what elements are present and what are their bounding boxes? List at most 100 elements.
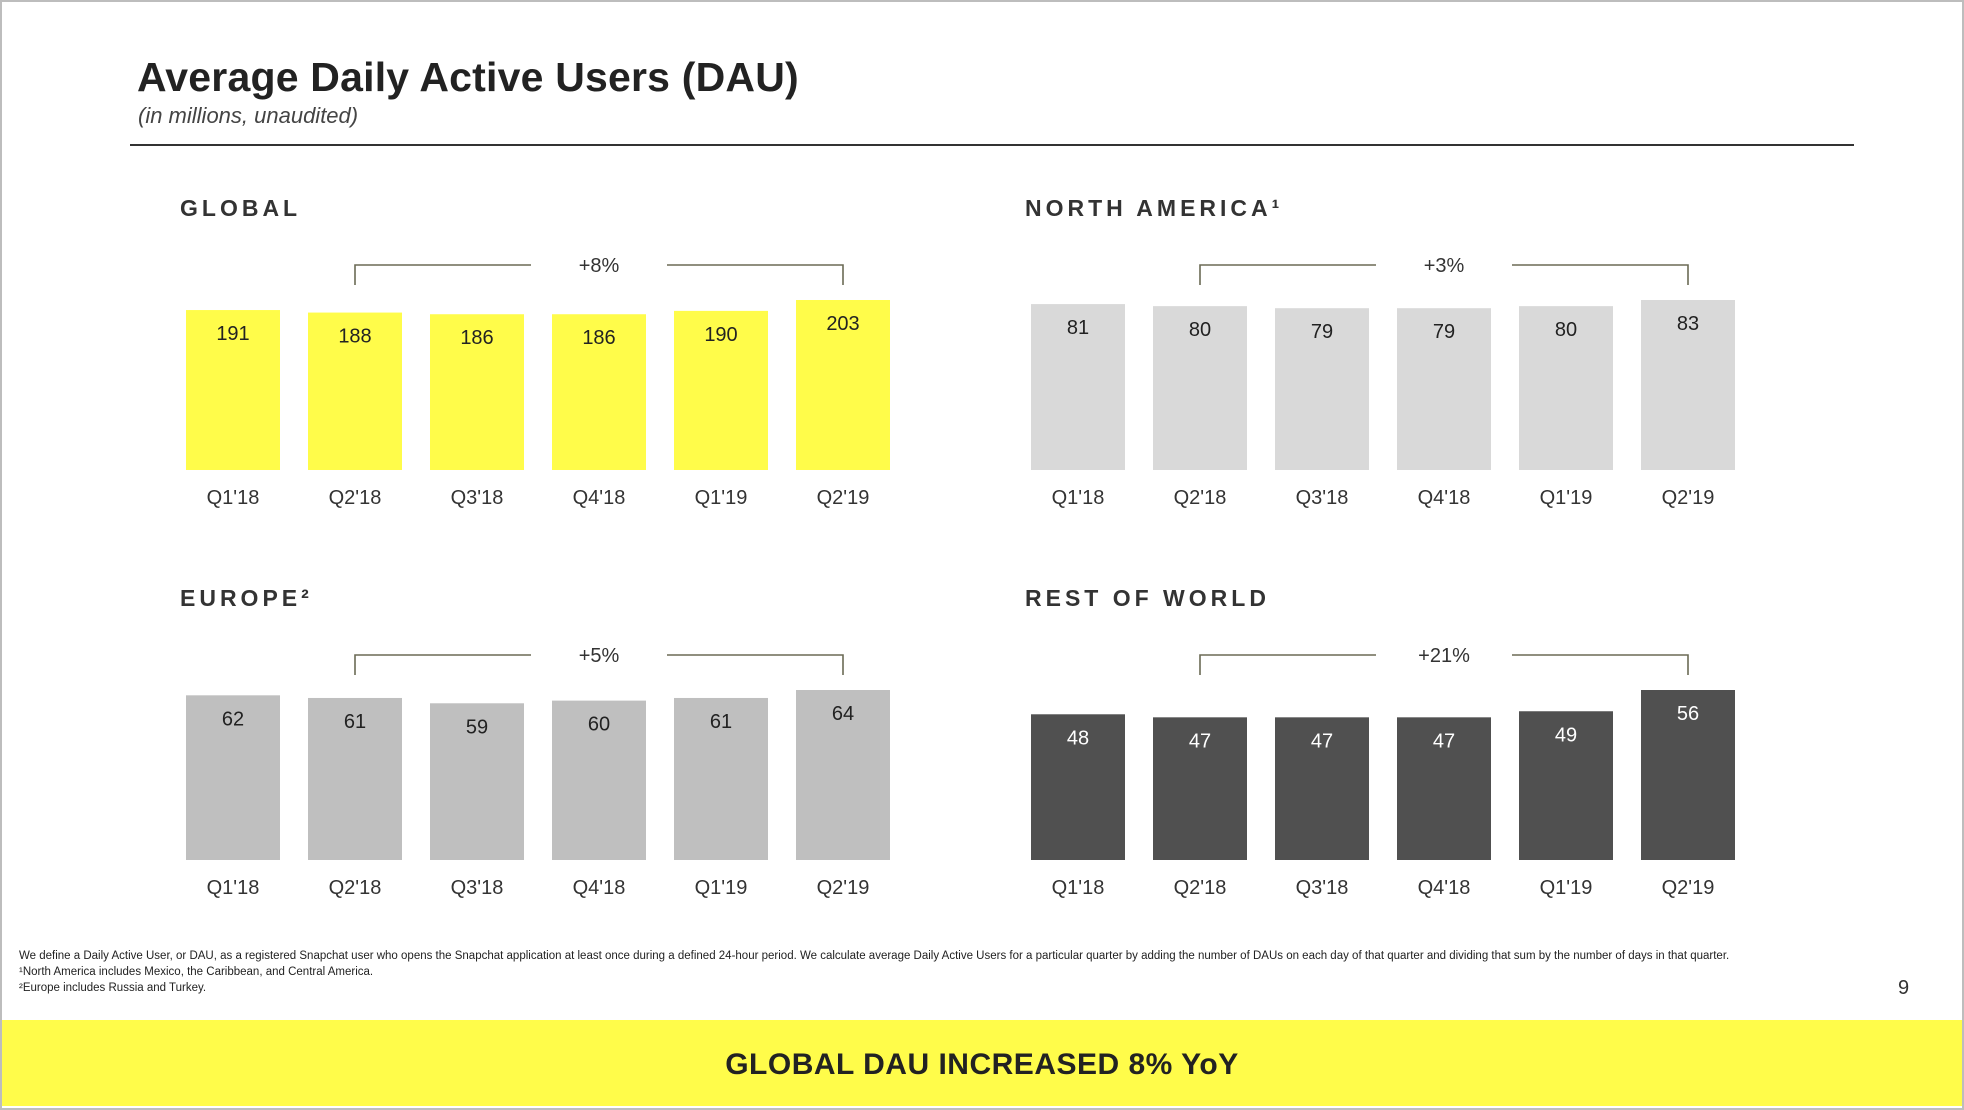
- bar: [1153, 306, 1247, 470]
- growth-bracket-left: [1199, 654, 1376, 675]
- category-tick-label: Q1'19: [1540, 487, 1593, 509]
- bar: [674, 697, 768, 860]
- bar: [186, 695, 280, 860]
- bar: [1153, 717, 1247, 860]
- bar-value-label: 79: [1433, 321, 1455, 343]
- chart-title: NORTH AMERICA¹: [1025, 195, 1284, 221]
- footnote-dau-definition: We define a Daily Active User, or DAU, a…: [19, 950, 1730, 962]
- bar: [1275, 717, 1369, 860]
- bar-value-label: 47: [1189, 730, 1211, 752]
- page-number: 9: [1898, 977, 1910, 999]
- chart-title: REST OF WORLD: [1025, 585, 1270, 611]
- bar: [1275, 308, 1369, 470]
- bar: [430, 703, 524, 860]
- category-tick-label: Q3'18: [451, 487, 504, 509]
- bar-value-label: 59: [466, 716, 488, 738]
- bar: [796, 300, 890, 470]
- bar-value-label: 60: [588, 714, 610, 736]
- category-tick-label: Q2'18: [329, 877, 382, 899]
- footnote-europe: ²Europe includes Russia and Turkey.: [19, 982, 207, 994]
- category-tick-label: Q2'19: [1662, 487, 1715, 509]
- bar-value-label: 48: [1067, 727, 1089, 749]
- category-tick-label: Q1'18: [207, 487, 260, 509]
- europe-chart-svg: 62 Q1'18 61 Q2'18 59 Q3'18 60 Q4'18 61 Q1'19 64 Q2'…: [186, 645, 890, 899]
- category-tick-label: Q4'18: [573, 487, 626, 509]
- bar-value-label: 188: [338, 326, 371, 348]
- bar-value-label: 47: [1433, 730, 1455, 752]
- growth-bracket-left: [1199, 264, 1376, 285]
- category-tick-label: Q2'18: [329, 487, 382, 509]
- category-tick-label: Q2'19: [817, 487, 870, 509]
- bar-value-label: 49: [1555, 724, 1577, 746]
- bar: [1397, 717, 1491, 860]
- bar-value-label: 64: [832, 703, 854, 725]
- bar-value-label: 47: [1311, 730, 1333, 752]
- growth-label: +5%: [579, 645, 620, 667]
- bar: [308, 312, 402, 470]
- category-tick-label: Q4'18: [1418, 877, 1471, 899]
- bar-value-label: 80: [1555, 319, 1577, 341]
- bar-value-label: 190: [704, 324, 737, 346]
- bar: [552, 314, 646, 470]
- category-tick-label: Q1'18: [1052, 487, 1105, 509]
- category-tick-label: Q2'19: [1662, 877, 1715, 899]
- global-chart-svg: 191 Q1'18 188 Q2'18 186 Q3'18 186 Q4'18 190 Q1'19…: [186, 255, 890, 509]
- bar: [1397, 308, 1491, 470]
- chart-title: GLOBAL: [180, 195, 302, 221]
- category-tick-label: Q4'18: [1418, 487, 1471, 509]
- bar-value-label: 62: [222, 708, 244, 730]
- bar-value-label: 61: [710, 711, 732, 733]
- category-tick-label: Q1'19: [695, 877, 748, 899]
- growth-bracket-left: [354, 654, 531, 675]
- growth-bracket-right: [667, 264, 844, 285]
- bar-value-label: 203: [826, 313, 859, 335]
- category-tick-label: Q3'18: [1296, 877, 1349, 899]
- bar: [1519, 306, 1613, 470]
- category-tick-label: Q1'19: [695, 487, 748, 509]
- bar-value-label: 83: [1677, 313, 1699, 335]
- bar: [186, 310, 280, 470]
- bar-value-label: 186: [460, 327, 493, 349]
- rest-of-world-chart-svg: 48 Q1'18 47 Q2'18 47 Q3'18 47 Q4'18 49 Q1'19 56 Q2'…: [1031, 645, 1735, 899]
- title-divider: [130, 144, 1854, 146]
- chart-title: EUROPE²: [180, 585, 313, 611]
- category-tick-label: Q2'18: [1174, 487, 1227, 509]
- growth-bracket-right: [1512, 654, 1689, 675]
- bar-value-label: 191: [216, 323, 249, 345]
- bar: [1031, 304, 1125, 470]
- bar: [552, 700, 646, 860]
- summary-banner: GLOBAL DAU INCREASED 8% YoY: [2, 1020, 1962, 1106]
- category-tick-label: Q2'19: [817, 877, 870, 899]
- bar: [674, 310, 768, 470]
- category-tick-label: Q1'19: [1540, 877, 1593, 899]
- growth-bracket-right: [1512, 264, 1689, 285]
- page-title: Average Daily Active Users (DAU): [137, 54, 799, 100]
- bar: [430, 314, 524, 470]
- bar: [1641, 300, 1735, 470]
- growth-label: +8%: [579, 255, 620, 277]
- rest-of-world-dau-chart: REST OF WORLD 48 Q1'18 47 Q2'18 47 Q3'18 47 Q4'…: [1025, 585, 1785, 965]
- category-tick-label: Q1'18: [207, 877, 260, 899]
- bar-value-label: 80: [1189, 319, 1211, 341]
- bar: [1031, 714, 1125, 860]
- category-tick-label: Q4'18: [573, 877, 626, 899]
- category-tick-label: Q3'18: [451, 877, 504, 899]
- category-tick-label: Q1'18: [1052, 877, 1105, 899]
- north-america-chart-svg: 81 Q1'18 80 Q2'18 79 Q3'18 79 Q4'18 80 Q1'19 83 Q2'…: [1031, 255, 1735, 509]
- page-subtitle: (in millions, unaudited): [138, 103, 359, 128]
- bar: [1519, 711, 1613, 860]
- global-dau-chart: GLOBAL 191 Q1'18 188 Q2'18 186 Q3'18 186 Q4'18 1…: [180, 195, 940, 575]
- footnotes: We define a Daily Active User, or DAU, a…: [19, 948, 1794, 996]
- bar: [308, 697, 402, 860]
- europe-dau-chart: EUROPE² 62 Q1'18 61 Q2'18 59 Q3'18 60 Q4'18 61 Q1…: [180, 585, 940, 965]
- growth-bracket-right: [667, 654, 844, 675]
- bar-value-label: 81: [1067, 317, 1089, 339]
- category-tick-label: Q2'18: [1174, 877, 1227, 899]
- growth-label: +21%: [1418, 645, 1470, 667]
- bar-value-label: 79: [1311, 321, 1333, 343]
- bar-value-label: 186: [582, 327, 615, 349]
- growth-bracket-left: [354, 264, 531, 285]
- bar: [796, 690, 890, 860]
- category-tick-label: Q3'18: [1296, 487, 1349, 509]
